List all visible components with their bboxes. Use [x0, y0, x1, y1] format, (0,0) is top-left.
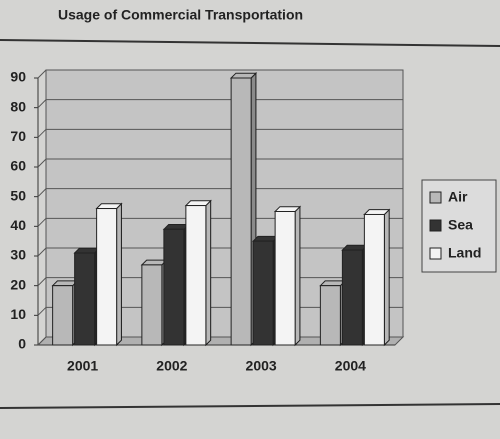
legend-label: Air: [448, 189, 468, 205]
bar-front: [163, 228, 185, 346]
bar-top: [51, 280, 79, 287]
bar-top: [251, 235, 280, 242]
legend-swatch: [429, 219, 442, 232]
bar-front: [52, 285, 74, 346]
bar-side: [383, 208, 390, 347]
bar: [251, 235, 280, 347]
x-tick-label: 2002: [156, 358, 187, 374]
bar: [95, 202, 123, 347]
frame-bottom: [0, 403, 500, 409]
grid-line: [37, 128, 403, 138]
y-tick-label: 10: [10, 306, 26, 322]
grid-line: [37, 99, 403, 109]
y-tick-label: 60: [10, 158, 26, 174]
y-tick-label: 80: [10, 98, 26, 114]
y-tick-label: 70: [10, 128, 26, 144]
grid-line: [37, 188, 403, 198]
bar-front: [74, 252, 96, 346]
bar-side: [116, 202, 122, 347]
bar-top: [73, 247, 101, 254]
legend-swatch: [429, 247, 442, 260]
legend: Air Sea Land: [421, 179, 497, 273]
bar-front: [185, 205, 207, 346]
bar-top: [184, 200, 212, 207]
bar-top: [341, 244, 369, 251]
x-tick-label: 2001: [67, 358, 98, 374]
bar-top: [319, 280, 347, 287]
legend-label: Sea: [448, 217, 473, 233]
bar-top: [273, 206, 302, 212]
y-tick-label: 20: [10, 276, 26, 292]
bar-front: [230, 77, 252, 346]
bar-top: [95, 203, 123, 210]
bar: [162, 223, 190, 347]
bar: [73, 247, 101, 347]
bar-side: [205, 199, 212, 347]
bar: [273, 205, 302, 347]
bar-front: [341, 249, 363, 346]
bar: [363, 208, 391, 347]
bar-front: [141, 264, 163, 346]
x-tick-label: 2004: [335, 358, 366, 374]
grid-line: [37, 69, 403, 79]
bar-front: [363, 213, 385, 346]
bar: [140, 258, 168, 347]
bar: [184, 199, 212, 347]
bar-side: [294, 205, 301, 347]
x-tick-label: 2003: [246, 358, 277, 374]
bar-front: [252, 240, 274, 346]
legend-swatch: [429, 191, 442, 204]
bar-top: [140, 259, 168, 266]
bar: [341, 244, 369, 347]
grid-line: [37, 158, 403, 168]
bar-top: [229, 72, 258, 79]
bar-front: [319, 285, 341, 346]
frame-top: [0, 39, 500, 47]
bar: [319, 279, 347, 347]
y-tick-label: 30: [10, 247, 26, 263]
y-tick-label: 0: [18, 336, 26, 352]
legend-label: Land: [448, 245, 481, 261]
y-tick-label: 40: [10, 217, 26, 233]
bar: [51, 279, 79, 347]
bar-front: [274, 211, 296, 346]
y-tick-label: 90: [10, 69, 26, 85]
bar-top: [363, 209, 391, 215]
y-tick-label: 50: [10, 187, 26, 203]
bar: [229, 71, 258, 347]
bar-top: [162, 224, 190, 230]
chart-title: Usage of Commercial Transportation: [58, 7, 303, 23]
bar-front: [96, 208, 118, 346]
